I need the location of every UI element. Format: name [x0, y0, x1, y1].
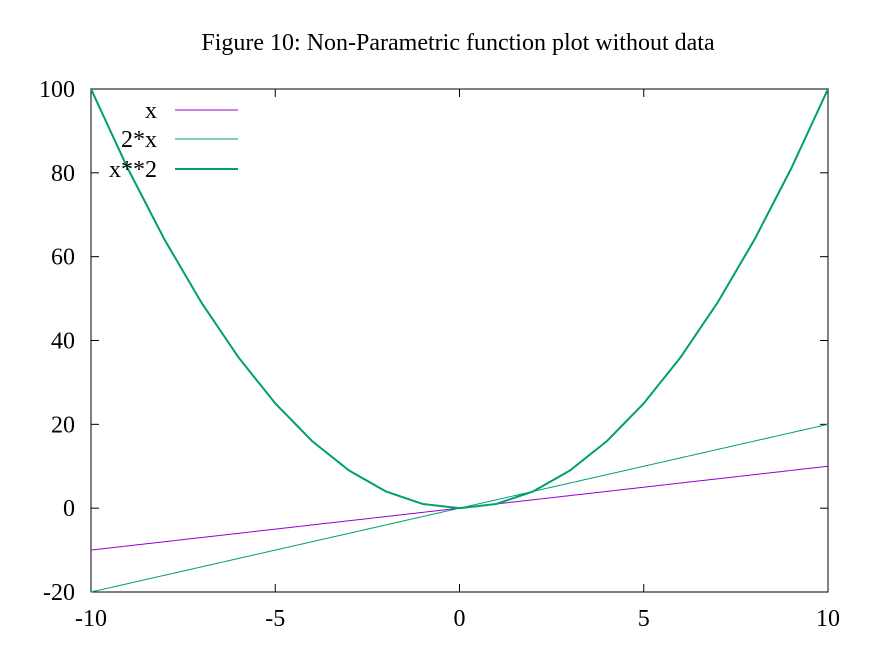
y-tick-label: 40: [51, 329, 75, 355]
plot-frame: [90, 88, 829, 593]
chart-title: Figure 10: Non-Parametric function plot …: [201, 30, 715, 56]
legend-item-2: x**2: [109, 157, 238, 183]
x-tick-label: 5: [638, 606, 650, 632]
y-tick-label: 100: [39, 77, 75, 103]
y-tick-label: 20: [51, 412, 75, 438]
x-tick-label: -5: [265, 606, 285, 632]
legend-item-1: 2*x: [121, 127, 238, 153]
x-tick-label: -10: [75, 606, 107, 632]
legend-label: x: [145, 98, 157, 124]
series-layer: [90, 88, 829, 593]
x-tick-label: 0: [454, 606, 466, 632]
x-axis: -10 -5 0 5 10: [75, 89, 840, 632]
y-tick-label: 80: [51, 161, 75, 187]
series-line-2: [90, 88, 829, 510]
y-tick-label: -20: [43, 580, 75, 606]
legend-label: 2*x: [121, 127, 157, 153]
legend-label: x**2: [109, 157, 157, 183]
legend-item-0: x: [145, 98, 238, 124]
legend: x 2*x x**2: [109, 98, 238, 183]
y-tick-label: 60: [51, 245, 75, 271]
x-tick-label: 10: [816, 606, 840, 632]
y-axis: -20 0 20 40 60 80 100: [39, 77, 828, 606]
y-tick-label: 0: [63, 496, 75, 522]
